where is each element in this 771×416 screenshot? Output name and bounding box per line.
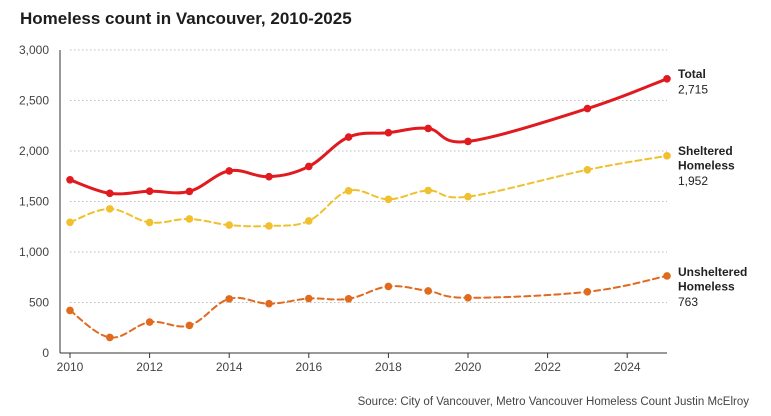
data-point-total (225, 167, 233, 175)
data-point-total (583, 104, 592, 113)
y-tick-label: 0 (42, 346, 49, 360)
data-point-unsheltered-homeless (185, 321, 194, 330)
series-end-value-sheltered-homeless: 1,952 (678, 174, 708, 188)
series-label-total: Total (678, 67, 706, 81)
series-label-unsheltered-homeless: Homeless (678, 280, 735, 294)
data-point-total (663, 74, 671, 83)
data-point-total (265, 172, 273, 181)
data-point-total (145, 187, 154, 195)
data-point-total (66, 175, 74, 184)
y-tick-label: 1,500 (19, 195, 49, 209)
series-end-value-total: 2,715 (678, 83, 708, 97)
series-line-total (68, 77, 669, 196)
series-line-unsheltered-homeless (69, 274, 668, 339)
data-point-sheltered-homeless (265, 222, 273, 230)
data-point-unsheltered-homeless (424, 287, 433, 295)
y-tick-label: 2,500 (19, 94, 49, 108)
source-note: Source: City of Vancouver, Metro Vancouv… (357, 396, 749, 408)
data-point-sheltered-homeless (344, 186, 353, 195)
data-point-sheltered-homeless (225, 221, 233, 229)
series-label-sheltered-homeless: Sheltered (678, 144, 733, 158)
data-point-unsheltered-homeless (225, 295, 233, 303)
series-labels: Total2,715ShelteredHomeless1,952Unshelte… (678, 67, 747, 309)
series-group (66, 74, 671, 342)
data-point-unsheltered-homeless (305, 294, 313, 303)
data-point-total (384, 128, 393, 137)
y-tick-label: 3,000 (19, 43, 49, 57)
data-point-unsheltered-homeless (583, 287, 592, 296)
data-point-total (106, 189, 114, 198)
x-tick-label: 2014 (216, 360, 243, 374)
data-point-total (185, 187, 194, 196)
x-tick-label: 2010 (57, 360, 84, 374)
data-point-sheltered-homeless (583, 165, 592, 174)
chart-title: Homeless count in Vancouver, 2010-2025 (20, 9, 352, 28)
x-tick-label: 2024 (614, 360, 641, 374)
data-point-unsheltered-homeless (464, 293, 472, 302)
y-tick-label: 2,000 (19, 144, 49, 158)
data-point-unsheltered-homeless (384, 282, 393, 291)
x-tick-label: 2018 (375, 360, 402, 374)
y-tick-label: 1,000 (19, 245, 49, 259)
data-point-total (344, 133, 353, 141)
x-axis-ticks: 2010 2012 2014 2016 2018 2020 2022 2024 (57, 353, 641, 374)
data-point-unsheltered-homeless (265, 299, 273, 308)
y-axis-ticks: 0 500 1,000 1,500 2,000 2,500 3,000 (19, 43, 49, 360)
data-point-sheltered-homeless (424, 186, 433, 195)
series-label-unsheltered-homeless: Unsheltered (678, 265, 747, 279)
series-end-value-unsheltered-homeless: 763 (678, 295, 698, 309)
x-tick-label: 2022 (534, 360, 561, 374)
y-tick-label: 500 (29, 296, 49, 310)
x-tick-label: 2020 (455, 360, 482, 374)
data-point-sheltered-homeless (305, 217, 313, 225)
data-point-unsheltered-homeless (663, 272, 671, 280)
axes (59, 50, 667, 354)
data-point-unsheltered-homeless (106, 333, 114, 342)
data-point-unsheltered-homeless (344, 294, 353, 303)
x-tick-label: 2012 (136, 360, 163, 374)
series-label-sheltered-homeless: Homeless (678, 159, 735, 173)
grid-lines (70, 49, 667, 303)
data-point-sheltered-homeless (66, 218, 74, 227)
data-point-sheltered-homeless (185, 215, 194, 223)
data-point-sheltered-homeless (663, 152, 671, 160)
data-point-total (305, 162, 313, 171)
data-point-sheltered-homeless (106, 205, 114, 213)
data-point-total (464, 137, 472, 146)
data-point-sheltered-homeless (384, 195, 393, 204)
data-point-sheltered-homeless (145, 218, 154, 227)
data-point-sheltered-homeless (464, 192, 472, 201)
x-tick-label: 2016 (295, 360, 322, 374)
data-point-unsheltered-homeless (145, 318, 154, 326)
data-point-total (424, 124, 433, 133)
data-point-unsheltered-homeless (66, 306, 74, 315)
